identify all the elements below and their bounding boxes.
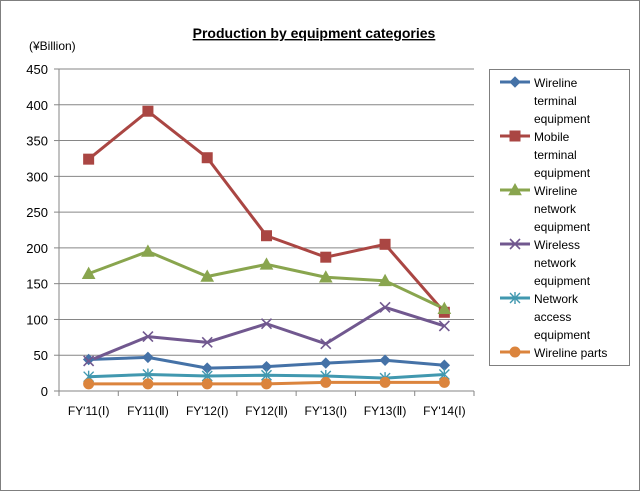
data-point-series-4 <box>320 338 332 350</box>
y-tick-label: 250 <box>26 205 48 220</box>
data-point-series-1 <box>142 351 154 364</box>
legend-label-line: terminal <box>534 94 577 108</box>
x-tick-label: FY'12(Ⅰ) <box>186 404 229 418</box>
data-point-series-4 <box>379 301 391 313</box>
data-point-series-2 <box>83 153 95 165</box>
data-point-series-2 <box>320 251 332 263</box>
legend-marker <box>509 130 521 142</box>
data-point-series-6 <box>438 376 450 388</box>
legend-swatch <box>500 76 530 88</box>
legend-label: Wireline terminal equipment <box>534 74 626 128</box>
legend-label-line: equipment <box>534 274 591 288</box>
data-point-series-3 <box>378 273 392 287</box>
data-point-series-2 <box>142 105 154 117</box>
legend-swatch <box>500 130 530 142</box>
legend-label-line: Network <box>534 292 579 306</box>
legend-item-5: Network access equipment <box>490 290 631 342</box>
x-tick-label: FY'11(Ⅰ) <box>68 404 110 418</box>
legend-item-1: Wireline terminal equipment <box>490 74 631 126</box>
x-tick-label: FY'14(Ⅰ) <box>423 404 466 418</box>
data-point-series-6 <box>142 378 154 390</box>
data-point-series-3 <box>318 270 333 283</box>
data-point-series-4 <box>201 336 213 348</box>
data-point-series-4 <box>438 320 450 332</box>
legend-label-line: network <box>534 256 577 270</box>
data-point-series-3 <box>259 257 274 270</box>
legend-label-line: equipment <box>534 166 591 180</box>
data-point-series-3 <box>200 269 215 282</box>
data-point-series-2 <box>379 238 391 250</box>
data-point-series-6 <box>379 376 391 388</box>
data-point-series-3 <box>437 301 452 315</box>
data-point-series-3 <box>141 244 155 257</box>
legend-label-line: Mobile <box>534 130 570 144</box>
data-point-series-4 <box>142 331 154 343</box>
legend-item-4: Wireless network equipment <box>490 236 631 288</box>
y-tick-label: 150 <box>26 277 48 292</box>
data-point-series-2 <box>201 152 213 164</box>
gridlines <box>59 68 474 356</box>
x-tick-label: FY13(Ⅱ) <box>364 404 407 418</box>
series-line-4 <box>88 305 445 363</box>
y-tick-label: 0 <box>41 384 48 399</box>
series-markers <box>81 105 452 390</box>
legend-swatch <box>500 292 530 304</box>
legend-label-line: equipment <box>534 328 591 342</box>
data-point-series-1 <box>320 357 332 369</box>
y-tick-label: 200 <box>26 241 48 256</box>
data-point-series-6 <box>261 378 272 390</box>
x-tick-label: FY12(Ⅱ) <box>245 404 288 418</box>
data-point-series-6 <box>201 378 213 390</box>
legend-label-line: network <box>534 202 577 216</box>
legend-swatch <box>500 346 530 358</box>
data-point-series-1 <box>82 353 95 366</box>
y-tick-label: 100 <box>26 312 48 327</box>
data-point-series-6 <box>83 378 95 390</box>
data-point-series-3 <box>81 266 96 279</box>
legend-marker <box>509 292 521 304</box>
chart-title: Production by equipment categories <box>193 25 436 41</box>
legend-item-2: Mobile terminal equipment <box>490 128 631 180</box>
data-point-series-4 <box>260 318 273 330</box>
legend-marker <box>508 182 522 196</box>
legend-label-line: Wireline <box>534 76 578 90</box>
data-point-series-4 <box>83 355 95 367</box>
y-tick-label: 400 <box>26 98 48 113</box>
legend-label-line: equipment <box>534 112 591 126</box>
y-axis-label: (¥Billion) <box>29 39 76 53</box>
data-point-series-1 <box>379 354 391 366</box>
legend-label-line: terminal <box>534 148 577 162</box>
axes: 0 50 100 150 200 250 300 350 400 450 FY'11(Ⅰ) FY11(… <box>26 62 475 418</box>
legend-label-line: Wireless <box>534 238 581 252</box>
legend-label: Wireline network equipment <box>534 182 626 236</box>
legend-marker <box>509 346 521 358</box>
legend-label-line: access <box>534 310 572 324</box>
data-point-series-6 <box>320 376 332 388</box>
legend-swatch <box>500 238 530 250</box>
data-point-series-2 <box>261 230 272 242</box>
y-tick-label: 300 <box>26 169 48 184</box>
legend-item-3: Wireline network equipment <box>490 182 631 234</box>
x-tick-label: FY11(Ⅱ) <box>127 404 169 418</box>
legend-item-6: Wireline parts <box>490 344 631 394</box>
y-tick-label: 350 <box>26 134 48 149</box>
legend-label: Wireline parts <box>534 344 626 362</box>
y-tick-label: 450 <box>26 62 48 77</box>
legend-label-line: equipment <box>534 220 591 234</box>
legend-label-line: Wireline <box>534 184 578 198</box>
x-tick-label: FY'13(Ⅰ) <box>305 404 348 418</box>
y-tick-label: 50 <box>34 348 48 363</box>
legend-marker <box>509 76 521 88</box>
legend-marker <box>509 238 521 250</box>
legend: Wireline terminal equipment Mobile terminal e… <box>489 69 630 366</box>
legend-label-line: Wireline parts <box>534 346 608 360</box>
legend-label: Mobile terminal equipment <box>534 128 626 182</box>
legend-label: Wireless network equipment <box>534 236 626 290</box>
legend-swatch <box>500 182 530 196</box>
legend-label: Network access equipment <box>534 290 626 344</box>
